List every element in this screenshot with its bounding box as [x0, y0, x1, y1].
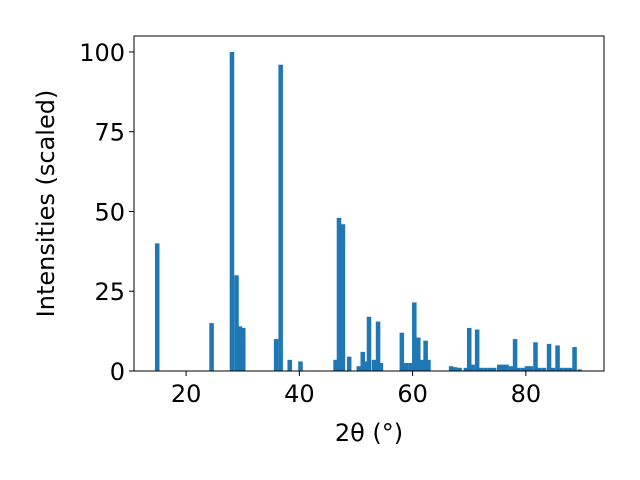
bar [537, 367, 542, 371]
y-tick-label: 0 [110, 358, 125, 386]
bar [360, 351, 366, 371]
bar [375, 321, 381, 371]
bar [371, 359, 377, 371]
bar [508, 366, 514, 371]
bar [356, 366, 362, 371]
bar [363, 361, 369, 371]
bar [478, 367, 484, 371]
x-tick-label: 40 [284, 380, 315, 408]
x-tick-label: 60 [397, 380, 428, 408]
bar [378, 363, 384, 371]
bar [474, 329, 480, 371]
bar [491, 367, 497, 371]
bar [336, 217, 342, 371]
bar [209, 323, 214, 371]
bar [346, 356, 352, 371]
bar [278, 64, 283, 372]
bar [452, 367, 458, 371]
x-tick-label: 80 [511, 380, 542, 408]
bar [154, 243, 160, 371]
y-tick-label: 75 [94, 119, 125, 147]
bar [408, 363, 413, 371]
bar [524, 366, 530, 371]
bar [577, 369, 582, 371]
bar [555, 345, 560, 371]
bar [234, 275, 239, 371]
y-axis-label: Intensities (scaled) [32, 90, 60, 318]
bar [416, 337, 421, 371]
bar [559, 367, 564, 371]
bar [546, 343, 552, 371]
bar [419, 359, 424, 371]
bar [448, 366, 454, 371]
bar [287, 359, 292, 371]
y-tick-label: 50 [94, 198, 125, 226]
bar [487, 367, 493, 371]
bar [504, 364, 509, 371]
bar [572, 347, 577, 371]
x-axis-ticks: 20 40 60 80 [171, 371, 541, 408]
bar [512, 339, 518, 371]
bar [366, 316, 372, 371]
bar [333, 359, 338, 371]
bar [483, 367, 488, 371]
bar [500, 364, 505, 371]
bar [563, 367, 569, 371]
bar [340, 224, 346, 371]
bar [528, 366, 534, 371]
bar [470, 364, 475, 371]
bar [229, 51, 235, 371]
bar [399, 332, 405, 371]
plot-frame [133, 35, 605, 372]
bar [457, 367, 462, 371]
bar [298, 361, 303, 371]
y-tick-label: 100 [79, 39, 125, 67]
bar [533, 342, 538, 371]
bar [466, 327, 472, 371]
x-tick-label: 20 [171, 380, 202, 408]
bar [520, 367, 526, 371]
bar [412, 302, 417, 371]
bar [426, 359, 431, 371]
bar [496, 364, 502, 371]
y-axis-ticks: 0 25 50 75 100 [79, 39, 134, 386]
bar [541, 367, 547, 371]
bar-series [154, 51, 582, 372]
y-tick-label: 25 [94, 278, 125, 306]
bar [463, 367, 469, 371]
x-axis-label: 2θ (°) [335, 419, 403, 447]
bar [403, 363, 409, 371]
bar [550, 367, 556, 371]
bar [241, 327, 246, 371]
bar [273, 339, 279, 371]
bar [567, 367, 573, 371]
bar [516, 367, 521, 371]
bar [423, 340, 428, 371]
bar [237, 326, 243, 371]
